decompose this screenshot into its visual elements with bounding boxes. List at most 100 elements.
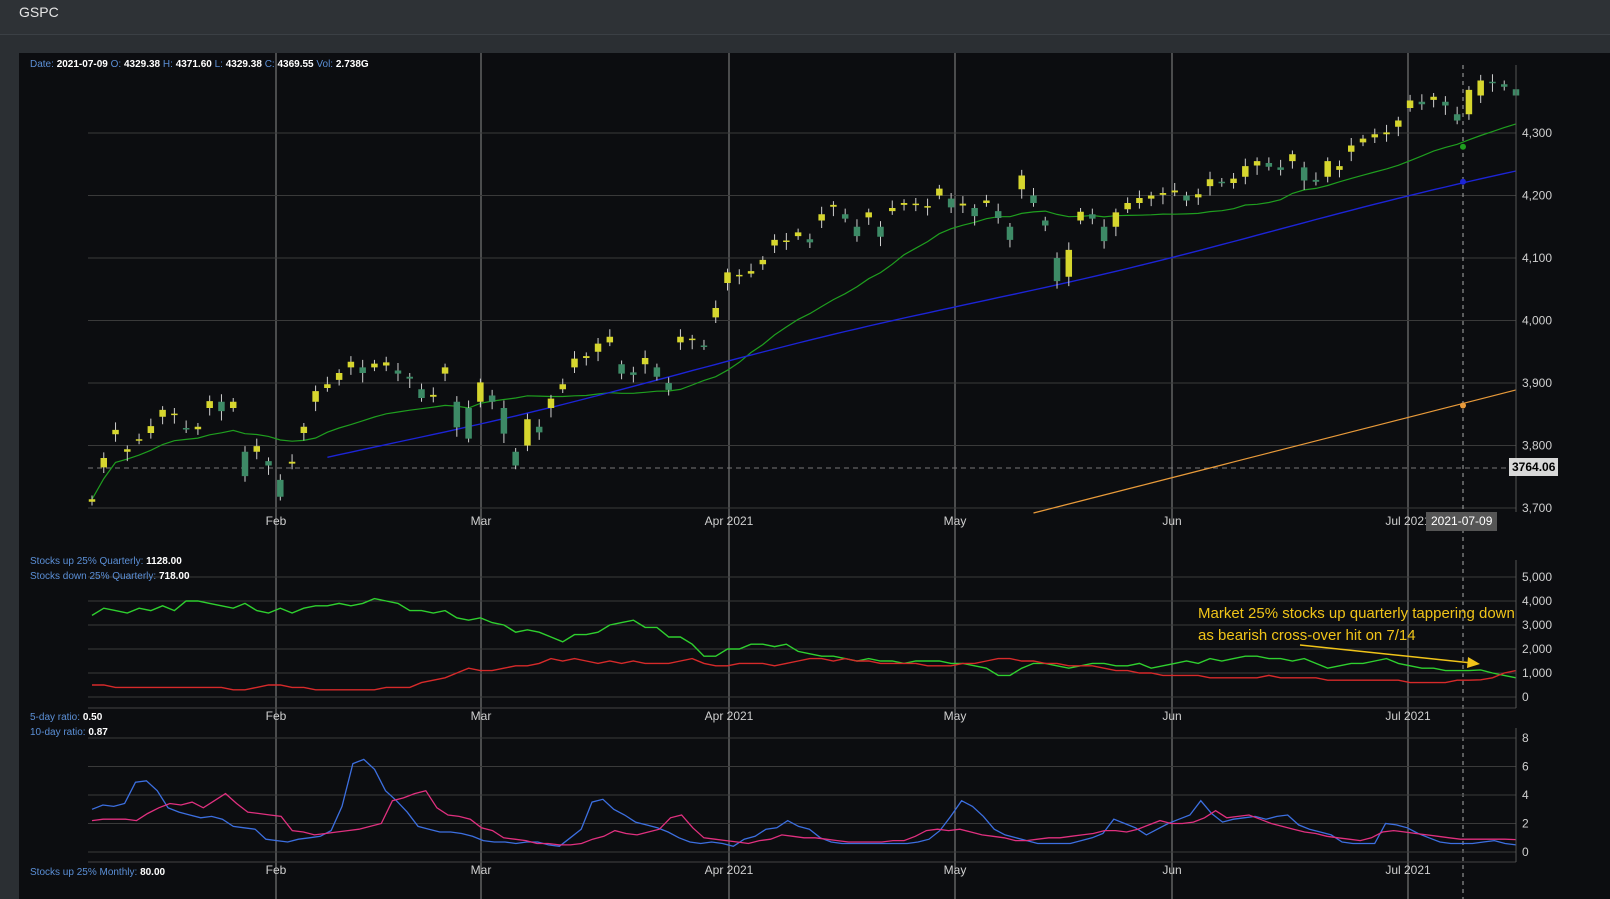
candle-body xyxy=(594,343,602,352)
candle-body xyxy=(1112,212,1120,227)
candle-body xyxy=(312,391,319,402)
candle-body xyxy=(88,499,96,502)
candle-body xyxy=(112,429,119,435)
candle-body xyxy=(241,451,249,477)
candle-body xyxy=(1418,101,1426,105)
candle-body xyxy=(1065,249,1073,277)
panel2-y-tick: 1,000 xyxy=(1522,666,1552,680)
candle-body xyxy=(559,384,566,390)
stocks-up-line xyxy=(91,597,1517,679)
candle-body xyxy=(418,389,425,398)
y-tick-label: 4,300 xyxy=(1522,126,1552,140)
candle-body xyxy=(853,226,861,237)
panel2-y-tick: 3,000 xyxy=(1522,618,1552,632)
candle-body xyxy=(900,203,908,205)
candle-body xyxy=(488,395,496,402)
crosshair-date-label: 2021-07-09 xyxy=(1426,512,1498,531)
candle-body xyxy=(1077,211,1084,221)
candle-body xyxy=(288,461,296,464)
candle-body xyxy=(394,370,402,374)
y-tick-label: 4,000 xyxy=(1522,314,1552,328)
candle-body xyxy=(1477,80,1484,96)
candle-body xyxy=(736,274,743,277)
x-tick-label: Feb xyxy=(266,709,287,723)
candle-body xyxy=(171,413,178,416)
candle-body xyxy=(688,338,696,341)
candle-body xyxy=(877,226,884,237)
annotation-arrow xyxy=(1299,644,1473,664)
y-tick-label: 4,100 xyxy=(1522,251,1552,265)
candle-body xyxy=(1171,190,1178,193)
candle-body xyxy=(1324,161,1331,177)
candle-body xyxy=(253,446,260,452)
chart-frame[interactable] xyxy=(19,53,1610,899)
candle-body xyxy=(1100,226,1108,242)
candle-body xyxy=(453,401,461,428)
candle-body xyxy=(1018,175,1025,190)
legend-close: 4369.55 xyxy=(277,59,314,70)
y-tick-label: 4,200 xyxy=(1522,189,1552,203)
legend-low: 4329.38 xyxy=(225,59,262,70)
candle-body xyxy=(277,479,284,497)
candle-body xyxy=(1489,81,1496,84)
x-tick-label: Feb xyxy=(266,514,287,528)
stocks-down-line xyxy=(92,657,1517,691)
legend-high: 4371.60 xyxy=(175,59,212,70)
candle-body xyxy=(571,358,578,368)
x-tick-label: Mar xyxy=(471,863,492,877)
candle-body xyxy=(630,372,637,375)
candle-body xyxy=(583,356,590,358)
y-tick-label: 3,900 xyxy=(1522,376,1552,390)
sma-fast-line xyxy=(91,123,1517,500)
candle-body xyxy=(1042,220,1049,226)
candle-body xyxy=(465,408,472,439)
candle-body xyxy=(653,367,661,377)
candle-body xyxy=(477,382,484,402)
candle-body xyxy=(665,383,672,390)
x-tick-label: Apr 2021 xyxy=(705,514,754,528)
x-tick-label: Jun xyxy=(1162,709,1181,723)
candle-body xyxy=(135,439,143,441)
candle-body xyxy=(335,373,343,380)
candle-body xyxy=(324,384,331,388)
candle-body xyxy=(747,271,755,274)
candle-body xyxy=(1147,195,1155,199)
candle-body xyxy=(512,451,519,466)
candle-body xyxy=(1359,138,1367,143)
candle-body xyxy=(500,408,508,434)
candle-body xyxy=(912,203,920,206)
candle-body xyxy=(712,308,719,318)
candle-body xyxy=(1289,154,1296,162)
sma-mid-line xyxy=(327,170,1517,458)
candle-body xyxy=(218,401,225,412)
candle-body xyxy=(889,208,896,212)
x-tick-label: Jun xyxy=(1162,514,1181,528)
panel2-y-tick: 4,000 xyxy=(1522,594,1552,608)
candle-body xyxy=(430,394,437,397)
candle-body xyxy=(677,336,684,343)
crosshair-dot-mid xyxy=(1460,178,1466,185)
candle-body xyxy=(206,401,213,408)
ratio-5day-line xyxy=(91,758,1517,848)
candle-body xyxy=(100,458,108,468)
panel2-legend-down: Stocks down 25% Quarterly: 718.00 xyxy=(30,571,190,582)
candle-body xyxy=(182,428,190,430)
candle-body xyxy=(441,367,449,374)
panel2-y-tick: 5,000 xyxy=(1522,570,1552,584)
candle-body xyxy=(1124,203,1131,210)
legend-date: 2021-07-09 xyxy=(56,59,108,70)
candle-body xyxy=(1395,120,1402,127)
candle-body xyxy=(1453,114,1461,121)
candle-body xyxy=(959,203,967,206)
candle-body xyxy=(547,398,555,408)
candle-body xyxy=(1277,167,1284,170)
panel2-y-tick: 2,000 xyxy=(1522,642,1552,656)
x-tick-label: Jul 2021 xyxy=(1385,709,1431,723)
candle-body xyxy=(1265,163,1273,167)
candle-body xyxy=(1218,181,1226,184)
window-title: GSPC xyxy=(19,4,59,20)
candle-body xyxy=(759,259,767,265)
legend-open: 4329.38 xyxy=(123,59,161,70)
candle-body xyxy=(818,214,825,221)
